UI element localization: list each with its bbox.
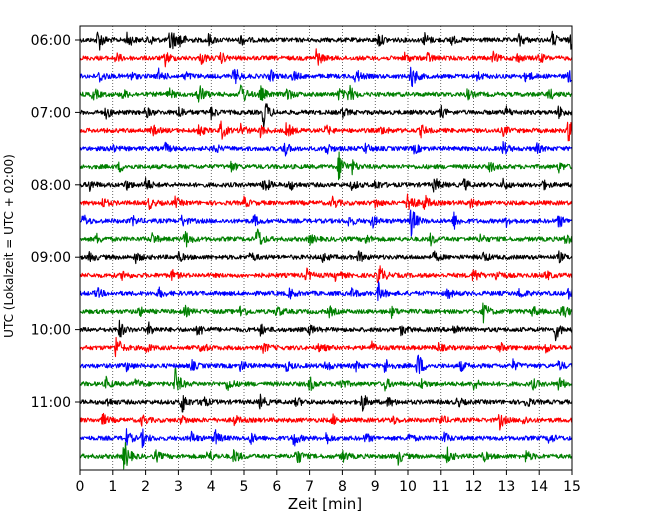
trace-1015 xyxy=(79,336,573,358)
x-tick-label: 14 xyxy=(530,479,548,495)
x-tick-label: 1 xyxy=(108,479,117,495)
x-tick-label: 3 xyxy=(174,479,183,495)
x-axis-title: Zeit [min] xyxy=(288,495,362,513)
x-tick-label: 6 xyxy=(272,479,281,495)
trace-0930 xyxy=(79,281,573,302)
trace-1045 xyxy=(79,367,573,392)
trace-0745 xyxy=(79,151,573,181)
trace-1100 xyxy=(79,393,573,413)
seismogram-traces xyxy=(79,30,573,470)
y-tick-label: 07:00 xyxy=(31,105,71,121)
trace-1130 xyxy=(79,428,573,449)
trace-0615 xyxy=(79,48,573,68)
x-tick-label: 7 xyxy=(305,479,314,495)
trace-1030 xyxy=(79,354,573,375)
trace-0900 xyxy=(79,250,573,265)
x-axis-ticks: 0 1 2 3 4 5 6 7 8 9 10 11 12 13 14 15 xyxy=(76,470,581,495)
trace-0700 xyxy=(79,103,573,128)
trace-0830 xyxy=(79,209,573,237)
trace-0915 xyxy=(79,265,573,283)
y-axis-ticks: 06:00 07:00 08:00 09:00 10:00 11:00 xyxy=(31,33,80,411)
trace-1145 xyxy=(79,441,573,470)
trace-0945 xyxy=(79,302,573,324)
x-tick-label: 9 xyxy=(371,479,380,495)
x-gridlines xyxy=(112,26,540,470)
trace-0715 xyxy=(79,120,573,142)
trace-0645 xyxy=(79,84,573,103)
trace-1115 xyxy=(79,412,573,431)
y-tick-label: 06:00 xyxy=(31,33,71,49)
plot-frame xyxy=(79,25,573,471)
x-tick-label: 4 xyxy=(207,479,216,495)
trace-1000 xyxy=(79,319,573,342)
trace-0730 xyxy=(79,141,573,157)
y-axis-title: UTC (Lokalzeit = UTC + 02:00) xyxy=(2,154,16,338)
x-tick-label: 5 xyxy=(240,479,249,495)
y-tick-label: 11:00 xyxy=(31,395,71,411)
x-tick-label: 2 xyxy=(141,479,150,495)
trace-0630 xyxy=(79,66,573,88)
y-tick-label: 10:00 xyxy=(31,323,71,339)
x-tick-label: 15 xyxy=(563,479,581,495)
trace-0845 xyxy=(79,228,573,248)
x-tick-label: 10 xyxy=(399,479,417,495)
trace-0800 xyxy=(79,177,573,193)
x-tick-label: 8 xyxy=(338,479,347,495)
x-tick-label: 13 xyxy=(497,479,515,495)
trace-0815 xyxy=(79,193,573,211)
x-tick-label: 11 xyxy=(432,479,450,495)
x-tick-label: 0 xyxy=(76,479,85,495)
y-tick-label: 09:00 xyxy=(31,250,71,266)
y-tick-label: 08:00 xyxy=(31,178,71,194)
trace-0600 xyxy=(79,30,573,51)
x-tick-label: 12 xyxy=(465,479,483,495)
